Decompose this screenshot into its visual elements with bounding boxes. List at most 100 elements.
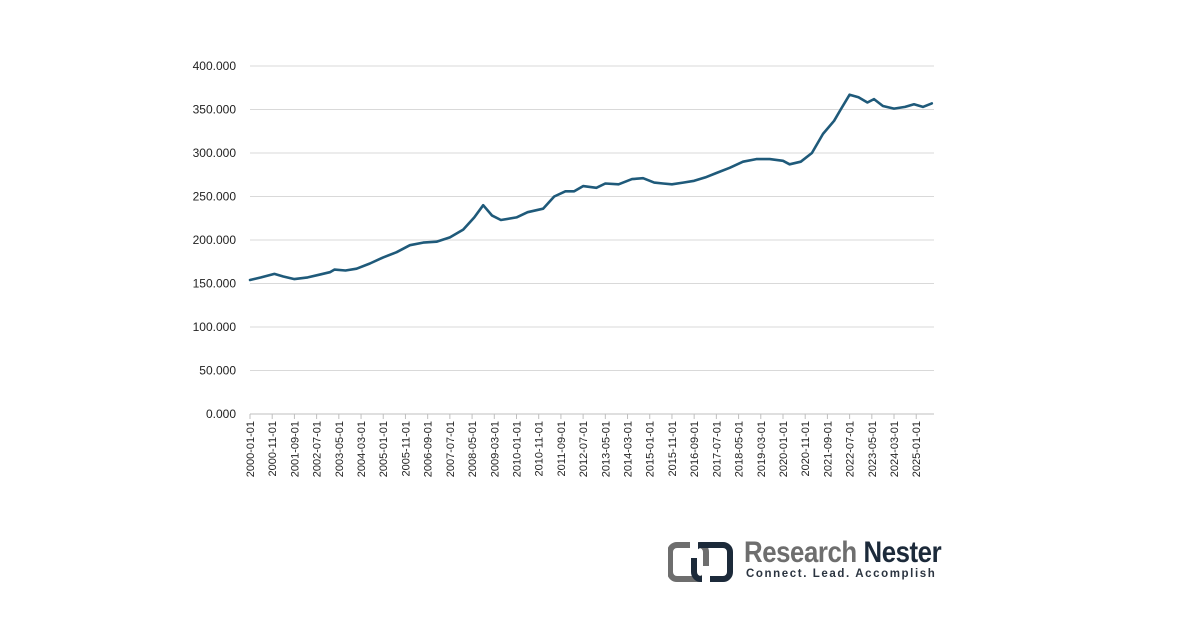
data-point: [617, 183, 620, 186]
data-point: [595, 187, 598, 189]
y-axis: 0.000 50.000 100.000 150.000 200.000 250.000 3…: [193, 59, 237, 421]
data-point: [409, 244, 411, 246]
y-tick-label: 400.000: [193, 59, 237, 73]
data-point: [249, 279, 251, 281]
x-tick-label: 2004-03-01: [356, 421, 368, 477]
data-point: [848, 93, 851, 96]
y-tick-label: 100.000: [193, 320, 237, 334]
x-tick-label: 2010-11-01: [534, 421, 546, 476]
data-point: [904, 106, 906, 108]
logo-word-research: Research: [744, 536, 857, 569]
x-tick-label: 2019-03-01: [756, 421, 768, 477]
data-point: [306, 276, 309, 279]
data-point: [671, 183, 673, 186]
data-point: [811, 152, 813, 154]
data-point: [788, 163, 791, 166]
x-tick-label: 2024-03-01: [889, 421, 901, 477]
y-tick-label: 150.000: [193, 277, 237, 291]
x-tick-label: 2005-01-01: [378, 421, 390, 477]
data-point: [653, 181, 655, 184]
x-tick-label: 2015-01-01: [645, 421, 657, 477]
x-tick-label: 2018-05-01: [734, 421, 746, 477]
data-point: [573, 190, 575, 193]
data-point: [833, 120, 835, 122]
data-point: [604, 182, 607, 185]
data-point: [715, 172, 718, 174]
data-point: [473, 216, 476, 219]
x-tick-label: 2001-09-01: [289, 421, 301, 477]
data-point: [768, 158, 771, 160]
x-tick-label: 2011-09-01: [556, 421, 568, 476]
research-nester-logo: Research Nester Connect. Lead. Accomplis…: [668, 536, 948, 586]
data-point: [355, 267, 358, 270]
x-tick-label: 2023-05-01: [867, 421, 879, 477]
data-point: [755, 158, 758, 160]
y-tick-label: 0.000: [206, 407, 236, 421]
data-point: [542, 207, 544, 210]
data-point: [682, 181, 684, 184]
x-tick-label: 2021-09-01: [822, 421, 834, 477]
data-point: [866, 101, 869, 104]
y-tick-label: 50.000: [199, 364, 236, 378]
logo-tagline: Connect. Lead. Accomplish: [746, 568, 937, 580]
y-tick-label: 350.000: [193, 103, 237, 117]
data-point: [893, 107, 895, 110]
data-point: [839, 108, 842, 111]
x-tick-label: 2002-07-01: [312, 421, 324, 477]
x-tick-label: 2010-01-01: [511, 421, 523, 477]
x-tick-label: 2009-03-01: [489, 421, 501, 477]
data-point: [553, 195, 555, 198]
y-tick-label: 250.000: [193, 190, 237, 204]
x-tick-label: 2005-11-01: [400, 421, 412, 476]
data-point: [435, 240, 438, 243]
data-point: [449, 236, 451, 239]
x-tick-label: 2020-01-01: [778, 421, 790, 477]
x-tick-label: 2006-09-01: [423, 421, 435, 477]
x-tick-label: 2013-05-01: [600, 421, 612, 477]
data-point: [704, 176, 707, 179]
data-point: [728, 167, 731, 169]
x-tick-label: 2017-07-01: [711, 421, 723, 477]
logo-word-nester: Nester: [863, 536, 942, 569]
x-tick-label: 2007-07-01: [445, 421, 457, 477]
data-point: [631, 178, 633, 180]
data-point: [422, 241, 425, 244]
data-point: [260, 276, 262, 279]
x-tick-label: 2000-11-01: [267, 421, 279, 476]
data-point: [515, 216, 518, 219]
data-point: [800, 160, 802, 163]
data-point: [913, 103, 915, 106]
x-tick-label: 2000-01-01: [245, 421, 257, 477]
data-point: [564, 190, 567, 193]
x-tick-label: 2008-05-01: [467, 421, 479, 477]
data-point: [662, 182, 664, 185]
data-point: [782, 160, 784, 162]
x-tick-label: 2012-07-01: [578, 421, 590, 477]
x-tick-label: 2020-11-01: [800, 421, 812, 476]
data-point: [273, 273, 276, 275]
x-tick-label: 2016-09-01: [689, 421, 701, 477]
data-point: [931, 102, 933, 105]
series-line: [248, 93, 934, 282]
data-point: [742, 160, 744, 163]
x-tick-label: 2014-03-01: [623, 421, 635, 477]
x-axis: 2000-01-01 2000-11-01 2001-09-01 2002-07-01…: [245, 414, 923, 477]
research-nester-logo-icon: [668, 542, 733, 582]
data-point: [282, 275, 285, 278]
data-point: [526, 211, 529, 213]
y-tick-label: 300.000: [193, 146, 237, 160]
data-point: [582, 185, 584, 187]
data-point: [462, 228, 465, 231]
data-point: [873, 98, 875, 100]
data-point: [882, 105, 884, 107]
logo-wordmark: Research Nester: [744, 536, 942, 570]
x-tick-label: 2025-01-01: [911, 421, 923, 477]
data-point: [333, 268, 336, 271]
data-point: [382, 256, 385, 259]
x-tick-label: 2015-11-01: [667, 421, 679, 476]
data-point: [395, 251, 398, 253]
data-point: [491, 214, 493, 217]
gridlines: [250, 65, 934, 415]
data-point: [642, 177, 644, 179]
